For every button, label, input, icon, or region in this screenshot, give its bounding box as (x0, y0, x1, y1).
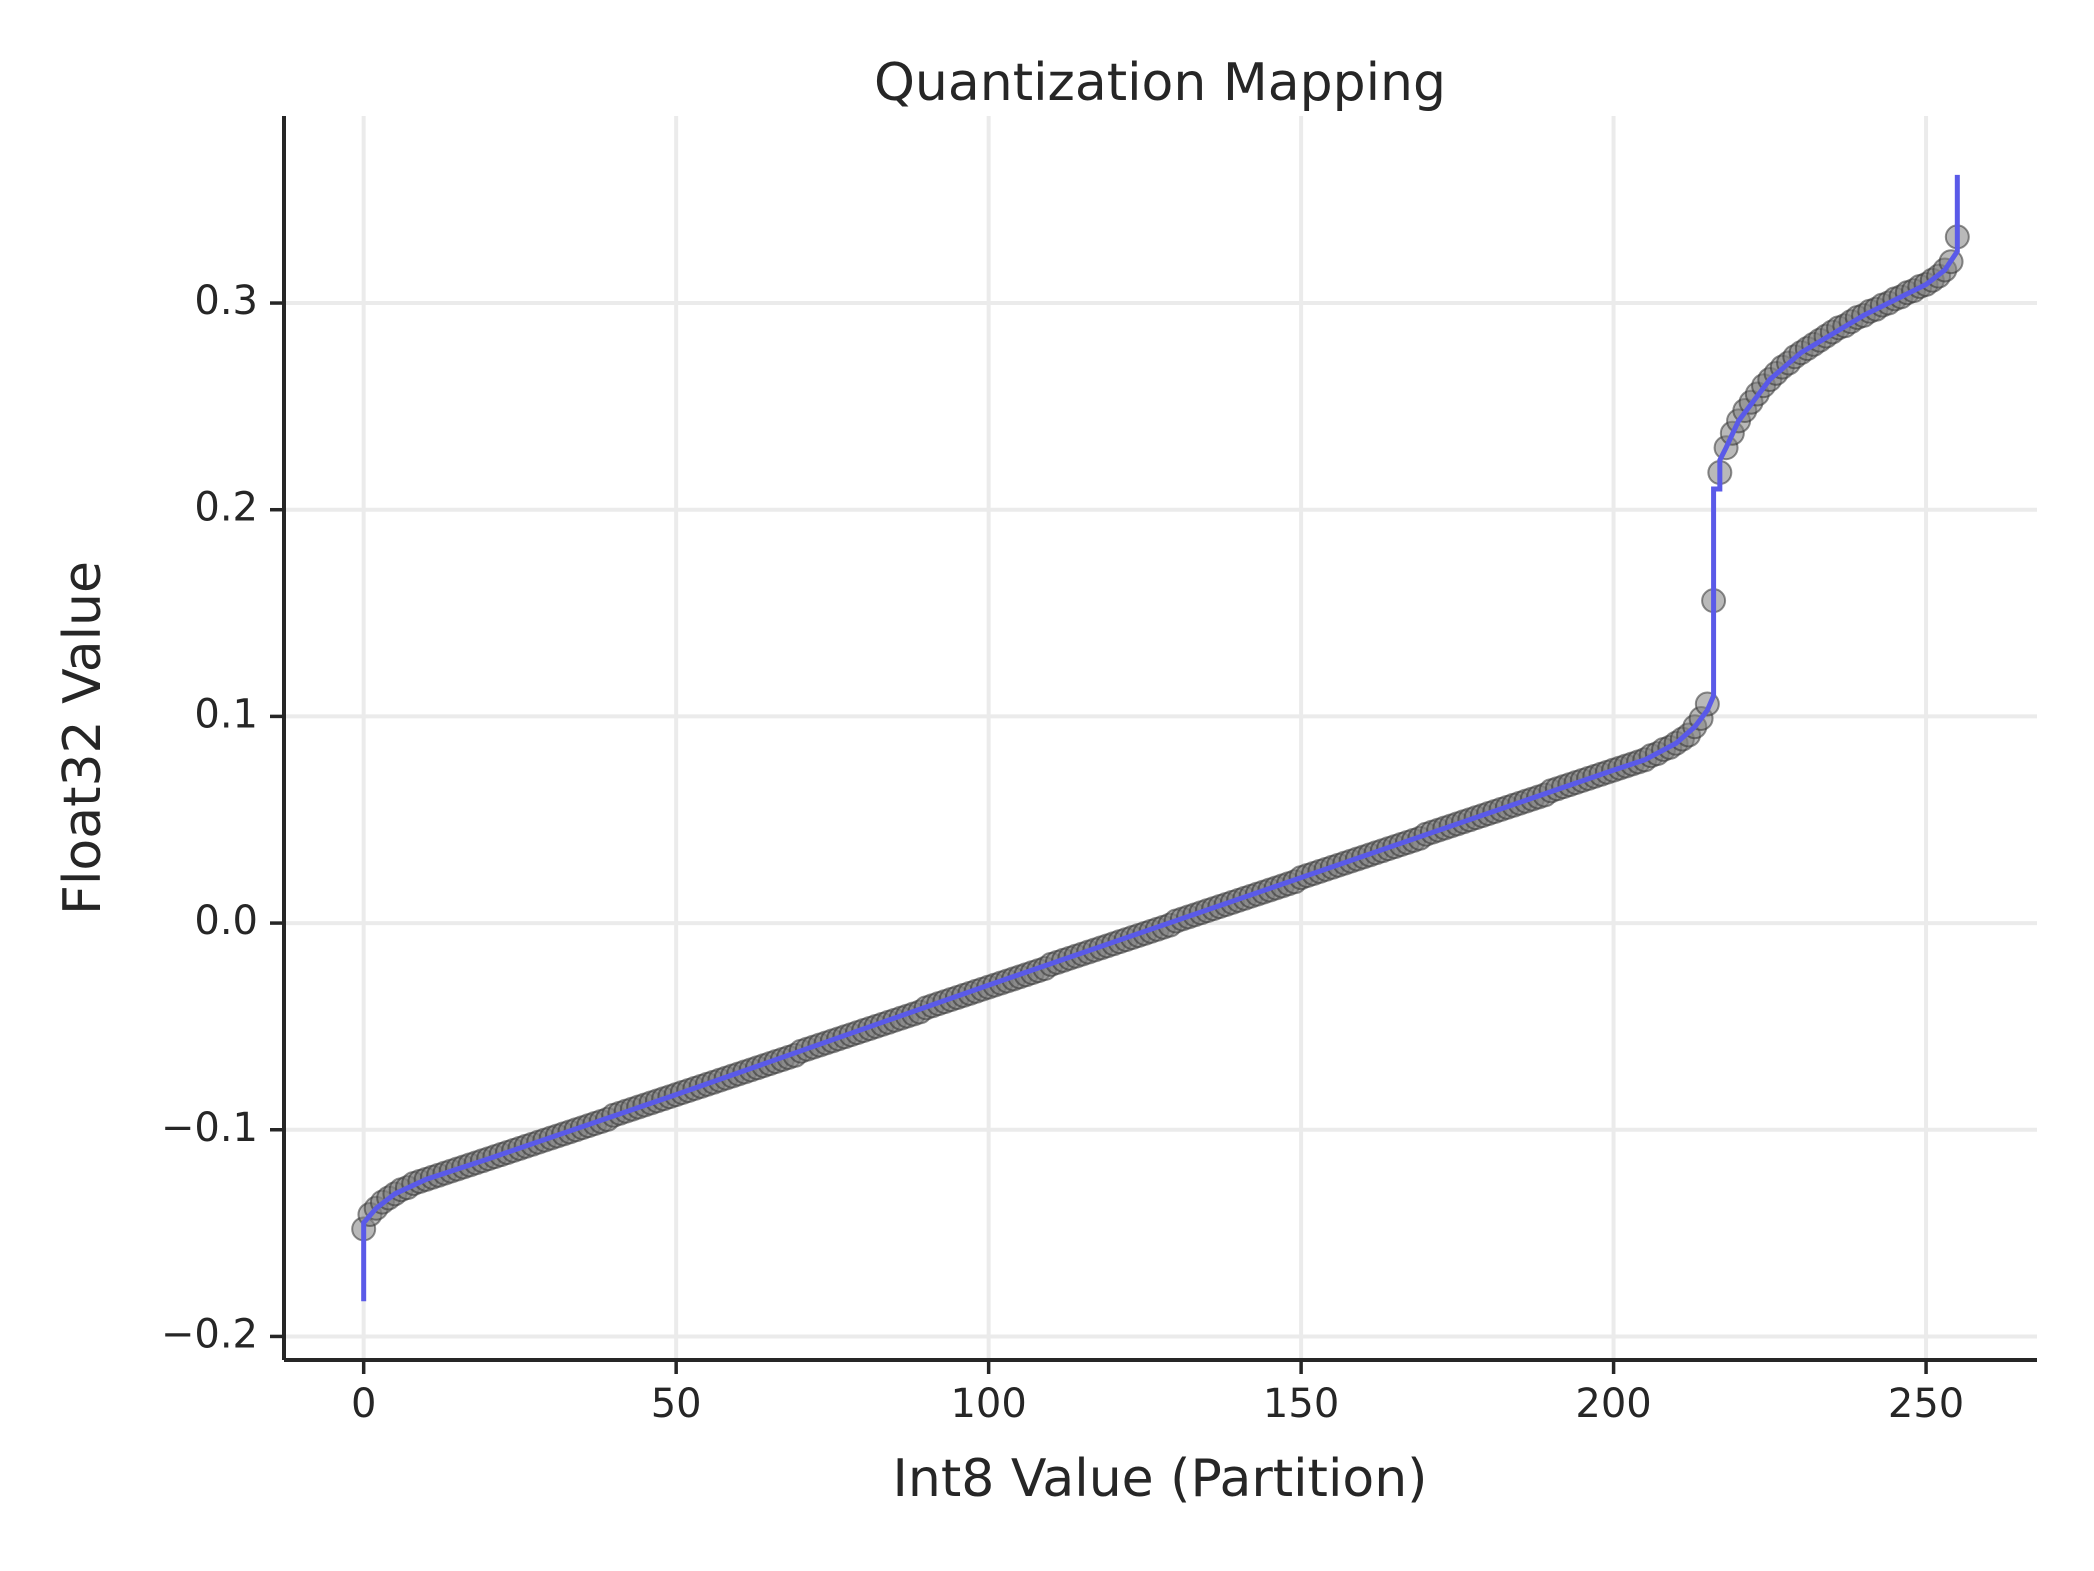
y-axis-label: Float32 Value (53, 561, 113, 915)
x-tick-label: 50 (651, 1381, 702, 1427)
x-tick-label: 150 (1263, 1381, 1339, 1427)
y-tick-label: 0.1 (194, 691, 258, 737)
x-tick-label: 200 (1575, 1381, 1651, 1427)
x-axis-label: Int8 Value (Partition) (893, 1449, 1428, 1509)
y-tick-label: −0.1 (161, 1105, 258, 1151)
line (361, 174, 1960, 1302)
y-tick-label: 0.0 (194, 898, 258, 944)
x-tick-label: 0 (351, 1381, 376, 1427)
y-tick-label: 0.3 (194, 278, 258, 324)
y-tick-label: 0.2 (194, 485, 258, 531)
x-tick-label: 250 (1888, 1381, 1964, 1427)
chart-title: Quantization Mapping (874, 53, 1446, 113)
y-tick-label: −0.2 (161, 1311, 258, 1357)
x-tick-label: 100 (950, 1381, 1026, 1427)
